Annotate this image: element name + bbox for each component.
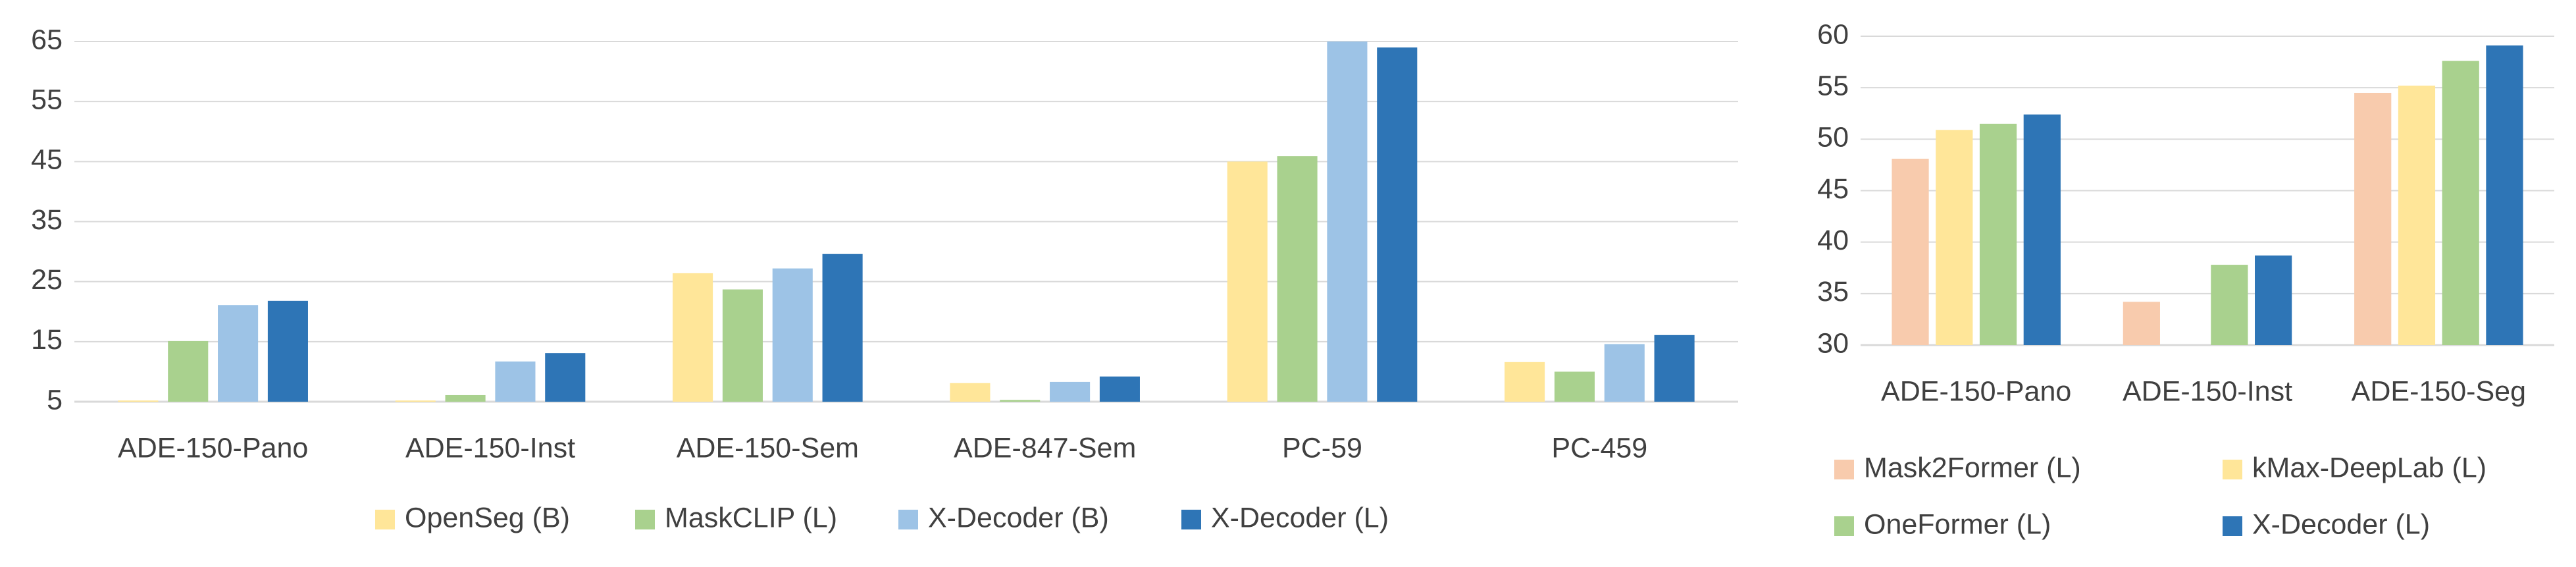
bar: [1227, 161, 1268, 402]
y-tick-label: 15: [31, 324, 63, 356]
x-tick-label: ADE-150-Inst: [405, 432, 575, 464]
bar: [1000, 400, 1041, 402]
legend-swatch: [1834, 516, 1854, 536]
y-tick-label: 25: [31, 264, 63, 296]
y-tick-label: 30: [1817, 327, 1849, 359]
bar: [1554, 371, 1595, 402]
bar: [218, 305, 259, 402]
legend-label: OneFormer (L): [1864, 508, 2051, 540]
y-tick-label: 35: [31, 204, 63, 236]
bar: [1327, 41, 1368, 402]
bar: [1604, 344, 1645, 402]
bar: [2442, 61, 2479, 346]
bar: [822, 254, 863, 402]
legend-swatch: [1834, 460, 1854, 479]
x-tick-label: PC-459: [1551, 432, 1647, 464]
bar: [2354, 92, 2392, 345]
bar: [2398, 86, 2436, 346]
legend-label: X-Decoder (L): [2252, 508, 2430, 540]
y-tick-label: 5: [47, 384, 63, 416]
x-tick-label: ADE-847-Sem: [954, 432, 1136, 464]
y-tick-label: 40: [1817, 225, 1849, 256]
bar: [2255, 255, 2292, 345]
y-tick-label: 55: [1817, 70, 1849, 102]
bar: [545, 353, 586, 402]
y-tick-label: 35: [1817, 276, 1849, 308]
x-tick-label: ADE-150-Sem: [677, 432, 859, 464]
bar: [1050, 381, 1091, 402]
bar: [1979, 123, 2017, 345]
legend-swatch: [2223, 460, 2242, 479]
bar: [495, 361, 536, 402]
y-tick-label: 65: [31, 24, 63, 55]
legend-swatch: [635, 510, 655, 529]
y-tick-label: 45: [1817, 173, 1849, 205]
legend-swatch: [375, 510, 395, 529]
bar: [395, 400, 436, 402]
bar: [1892, 159, 1929, 345]
bar: [1099, 376, 1140, 402]
legend-swatch: [2223, 516, 2242, 536]
legend-label: X-Decoder (B): [928, 502, 1109, 533]
bar: [950, 383, 991, 402]
legend-label: OpenSeg (B): [405, 502, 570, 533]
bar: [2123, 302, 2160, 345]
legend-label: X-Decoder (L): [1211, 502, 1389, 533]
x-tick-label: PC-59: [1282, 432, 1362, 464]
x-tick-label: ADE-150-Seg: [2352, 375, 2526, 407]
x-tick-label: ADE-150-Inst: [2123, 375, 2292, 407]
y-tick-label: 45: [31, 144, 63, 176]
bar: [722, 289, 763, 402]
y-tick-label: 50: [1817, 122, 1849, 153]
x-tick-label: ADE-150-Pano: [118, 432, 308, 464]
bar: [1505, 362, 1545, 402]
bar: [1654, 335, 1695, 402]
bar: [168, 340, 209, 402]
bar: [1936, 130, 1973, 345]
x-tick-label: ADE-150-Pano: [1881, 375, 2071, 407]
bar: [2023, 114, 2061, 345]
bar: [1277, 156, 1318, 402]
legend-label: MaskCLIP (L): [665, 502, 837, 533]
bar: [2486, 45, 2523, 345]
bar: [673, 273, 713, 402]
bar: [1377, 47, 1418, 402]
y-tick-label: 55: [31, 84, 63, 116]
bar: [772, 268, 813, 402]
legend-label: Mask2Former (L): [1864, 452, 2081, 483]
y-tick-label: 60: [1817, 18, 1849, 50]
bar: [267, 300, 308, 402]
legend-swatch: [1181, 510, 1201, 529]
bar: [2211, 265, 2248, 345]
bar: [445, 394, 486, 402]
legend-label: kMax-DeepLab (L): [2252, 452, 2486, 483]
bar: [118, 400, 159, 402]
legend-swatch: [898, 510, 918, 529]
